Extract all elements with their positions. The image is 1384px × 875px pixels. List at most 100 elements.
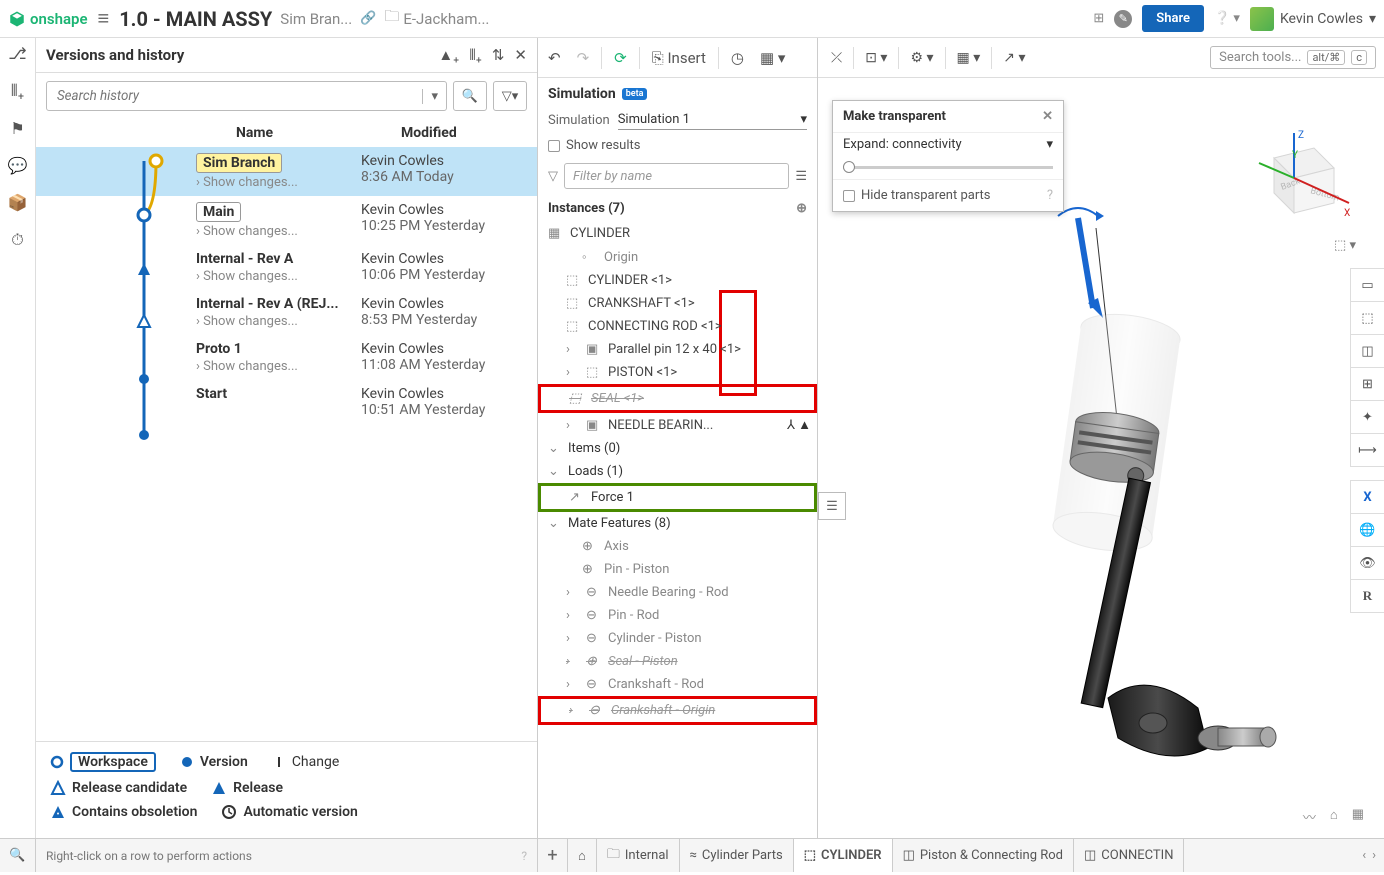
section-icon[interactable]: ◫ xyxy=(1350,334,1384,368)
menu-icon[interactable]: ≡ xyxy=(98,6,110,31)
compare-icon[interactable]: ⇅ xyxy=(492,46,505,64)
search-history-input[interactable]: ▾ xyxy=(46,81,447,111)
prev-tab-icon[interactable]: ‹ xyxy=(1362,848,1366,863)
chevron-down-icon[interactable]: ⌄ xyxy=(548,464,562,479)
mate-item[interactable]: ›⊖Needle Bearing - Rod xyxy=(538,581,817,604)
config-icon[interactable]: ▦ ▾ xyxy=(756,46,789,70)
search-tools[interactable]: Search tools... alt/⌘ c xyxy=(1210,46,1376,69)
iso-icon[interactable]: ⬚ xyxy=(1350,301,1384,335)
redo-icon[interactable]: ↷ xyxy=(573,46,594,70)
chevron-icon[interactable]: › xyxy=(569,703,583,718)
measure-icon[interactable]: ⟼ xyxy=(1350,433,1384,467)
mate-item-suppressed[interactable]: ›⊕Seal - Piston xyxy=(538,650,817,673)
add-instance-icon[interactable]: ⊕ xyxy=(796,201,807,216)
search-button[interactable]: 🔍 xyxy=(453,81,487,111)
flag-icon[interactable]: ⚑ xyxy=(10,119,24,138)
undo-icon[interactable]: ↶ xyxy=(544,46,565,70)
app-switcher-icon[interactable]: ⊞ xyxy=(1093,11,1104,26)
mates-header[interactable]: ⌄Mate Features (8) xyxy=(538,512,817,535)
tree-item[interactable]: ›⬚PISTON <1> xyxy=(538,361,817,384)
outline-toggle-icon[interactable]: ☰ xyxy=(818,492,846,520)
tree-item[interactable]: ⬚CONNECTING ROD <1> xyxy=(538,315,817,338)
mate-item[interactable]: ›⊖Pin - Rod xyxy=(538,604,817,627)
chevron-icon[interactable]: › xyxy=(566,365,580,380)
mate-item[interactable]: ⊕Pin - Piston xyxy=(538,558,817,581)
chevron-icon[interactable]: › xyxy=(566,342,580,357)
tree-item[interactable]: ⬚CRANKSHAFT <1> xyxy=(538,292,817,315)
tree-item[interactable]: ›▣Parallel pin 12 x 40 <1> xyxy=(538,338,817,361)
version-row[interactable]: MainShow changes... Kevin Cowles10:25 PM… xyxy=(36,196,537,245)
render-icon[interactable]: R xyxy=(1350,579,1384,613)
filter-funnel-icon[interactable]: ▽ xyxy=(548,169,558,184)
version-row[interactable]: Proto 1Show changes... Kevin Cowles11:08… xyxy=(36,335,537,380)
show-changes-link[interactable]: Show changes... xyxy=(196,269,361,284)
chevron-down-icon[interactable]: ⌄ xyxy=(548,516,562,531)
show-changes-link[interactable]: Show changes... xyxy=(196,175,361,190)
tab-cylinder[interactable]: ⬚CYLINDER xyxy=(794,839,893,872)
mate-item[interactable]: ⊕Axis xyxy=(538,535,817,558)
filter-button[interactable]: ▽▾ xyxy=(493,81,527,111)
replicate-icon[interactable]: ▦ ▾ xyxy=(952,47,986,69)
help-icon[interactable]: ❔ ▾ xyxy=(1214,11,1240,26)
search-input-field[interactable] xyxy=(47,89,422,104)
branch-name[interactable]: Sim Bran... xyxy=(280,10,352,28)
tree-item-suppressed[interactable]: ⬚SEAL <1> xyxy=(538,384,817,413)
chevron-icon[interactable]: › xyxy=(566,677,580,692)
simulation-select[interactable]: Simulation 1▾ xyxy=(618,110,807,130)
add-tab-button[interactable]: + xyxy=(538,839,568,872)
version-row[interactable]: Sim BranchShow changes... Kevin Cowles8:… xyxy=(36,147,537,196)
tab-connectin[interactable]: ◫CONNECTIN xyxy=(1074,839,1184,872)
expand-select[interactable]: Expand: connectivity▾ xyxy=(833,132,1063,156)
stopwatch-icon[interactable]: ⏱ xyxy=(11,230,23,250)
snap-icon[interactable]: ✦ xyxy=(1350,400,1384,434)
loads-header[interactable]: ⌄Loads (1) xyxy=(538,460,817,483)
display-mode-icon[interactable]: ⬚ ▾ xyxy=(1334,238,1356,253)
versions-icon[interactable]: ⎇ xyxy=(8,44,26,63)
globe-icon[interactable]: 🌐 xyxy=(1350,513,1384,547)
clock-icon[interactable]: ◷ xyxy=(727,46,748,70)
items-header[interactable]: ⌄Items (0) xyxy=(538,437,817,460)
insert-button[interactable]: ⎘ Insert xyxy=(648,46,710,70)
list-view-icon[interactable]: ☰ xyxy=(795,169,807,184)
document-title[interactable]: 1.0 - MAIN ASSY xyxy=(119,7,272,31)
show-changes-link[interactable]: Show changes... xyxy=(196,224,361,239)
curve-icon[interactable]: 〰 xyxy=(1303,807,1316,826)
version-row[interactable]: Internal - Rev AShow changes... Kevin Co… xyxy=(36,245,537,290)
transparency-slider[interactable] xyxy=(833,156,1063,179)
create-version-icon[interactable]: ▲₊ xyxy=(438,46,459,64)
chevron-icon[interactable]: › xyxy=(566,654,580,669)
grid-icon[interactable]: ▦ xyxy=(1352,807,1364,826)
version-row[interactable]: Internal - Rev A (REJ...Show changes... … xyxy=(36,290,537,335)
mate-item[interactable]: ›⊖Crankshaft - Rod xyxy=(538,673,817,696)
chevron-icon[interactable]: › xyxy=(566,585,580,600)
close-popup-icon[interactable]: ✕ xyxy=(1042,109,1053,124)
tree-item[interactable]: ▦CYLINDER xyxy=(538,222,817,245)
linked-doc[interactable]: 🗀 E-Jackham... xyxy=(384,6,489,31)
mate-item-suppressed[interactable]: ›⊖Crankshaft - Origin xyxy=(538,696,817,725)
user-menu[interactable]: Kevin Cowles ▾ xyxy=(1250,7,1376,31)
tab-piston-rod[interactable]: ◫Piston & Connecting Rod xyxy=(893,839,1074,872)
mate-connector-icon[interactable]: ⊡ ▾ xyxy=(860,47,892,69)
tab-internal[interactable]: 🗀Internal xyxy=(597,839,680,872)
gear-icon[interactable]: ⚙ ▾ xyxy=(905,47,938,69)
mate-item[interactable]: ›⊖Cylinder - Piston xyxy=(538,627,817,650)
explode-icon[interactable]: ⊞ xyxy=(1350,367,1384,401)
filter-input[interactable]: Filter by name xyxy=(564,163,789,189)
comments-icon[interactable]: 💬 xyxy=(8,156,28,175)
sync-icon[interactable]: ⟳ xyxy=(610,46,631,70)
chevron-icon[interactable]: › xyxy=(566,418,580,433)
chevron-down-icon[interactable]: ⌄ xyxy=(548,441,562,456)
hide-checkbox[interactable]: Hide transparent parts? xyxy=(833,179,1063,211)
close-icon[interactable]: ✕ xyxy=(514,46,527,64)
force-tool-icon[interactable]: ↗ ▾ xyxy=(998,47,1030,69)
home-icon[interactable]: ⌂ xyxy=(1330,807,1338,826)
mate-icon[interactable]: ⤫ xyxy=(826,47,847,69)
chevron-icon[interactable]: › xyxy=(566,608,580,623)
package-icon[interactable]: 📦 xyxy=(8,193,28,212)
tree-item[interactable]: ◦Origin xyxy=(538,245,817,269)
next-tab-icon[interactable]: › xyxy=(1372,848,1376,863)
tree-item[interactable]: ⬚CYLINDER <1> xyxy=(538,269,817,292)
app-logo[interactable]: onshape xyxy=(8,10,88,28)
share-button[interactable]: Share xyxy=(1142,5,1204,32)
sheet-icon[interactable]: ▭ xyxy=(1350,268,1384,302)
